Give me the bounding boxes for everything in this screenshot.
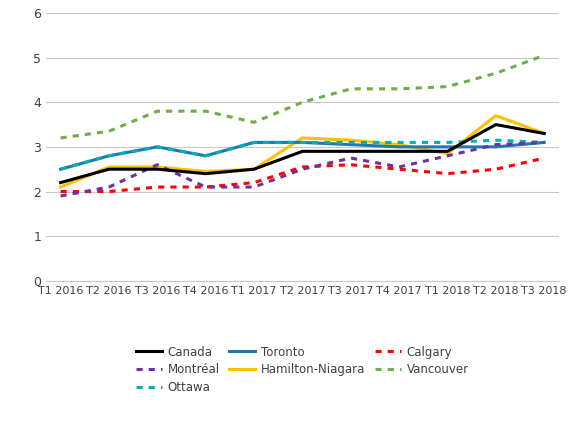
Legend: Canada, Montréal, Ottawa, Toronto, Hamilton-Niagara, Calgary, Vancouver: Canada, Montréal, Ottawa, Toronto, Hamil… [136, 346, 469, 394]
